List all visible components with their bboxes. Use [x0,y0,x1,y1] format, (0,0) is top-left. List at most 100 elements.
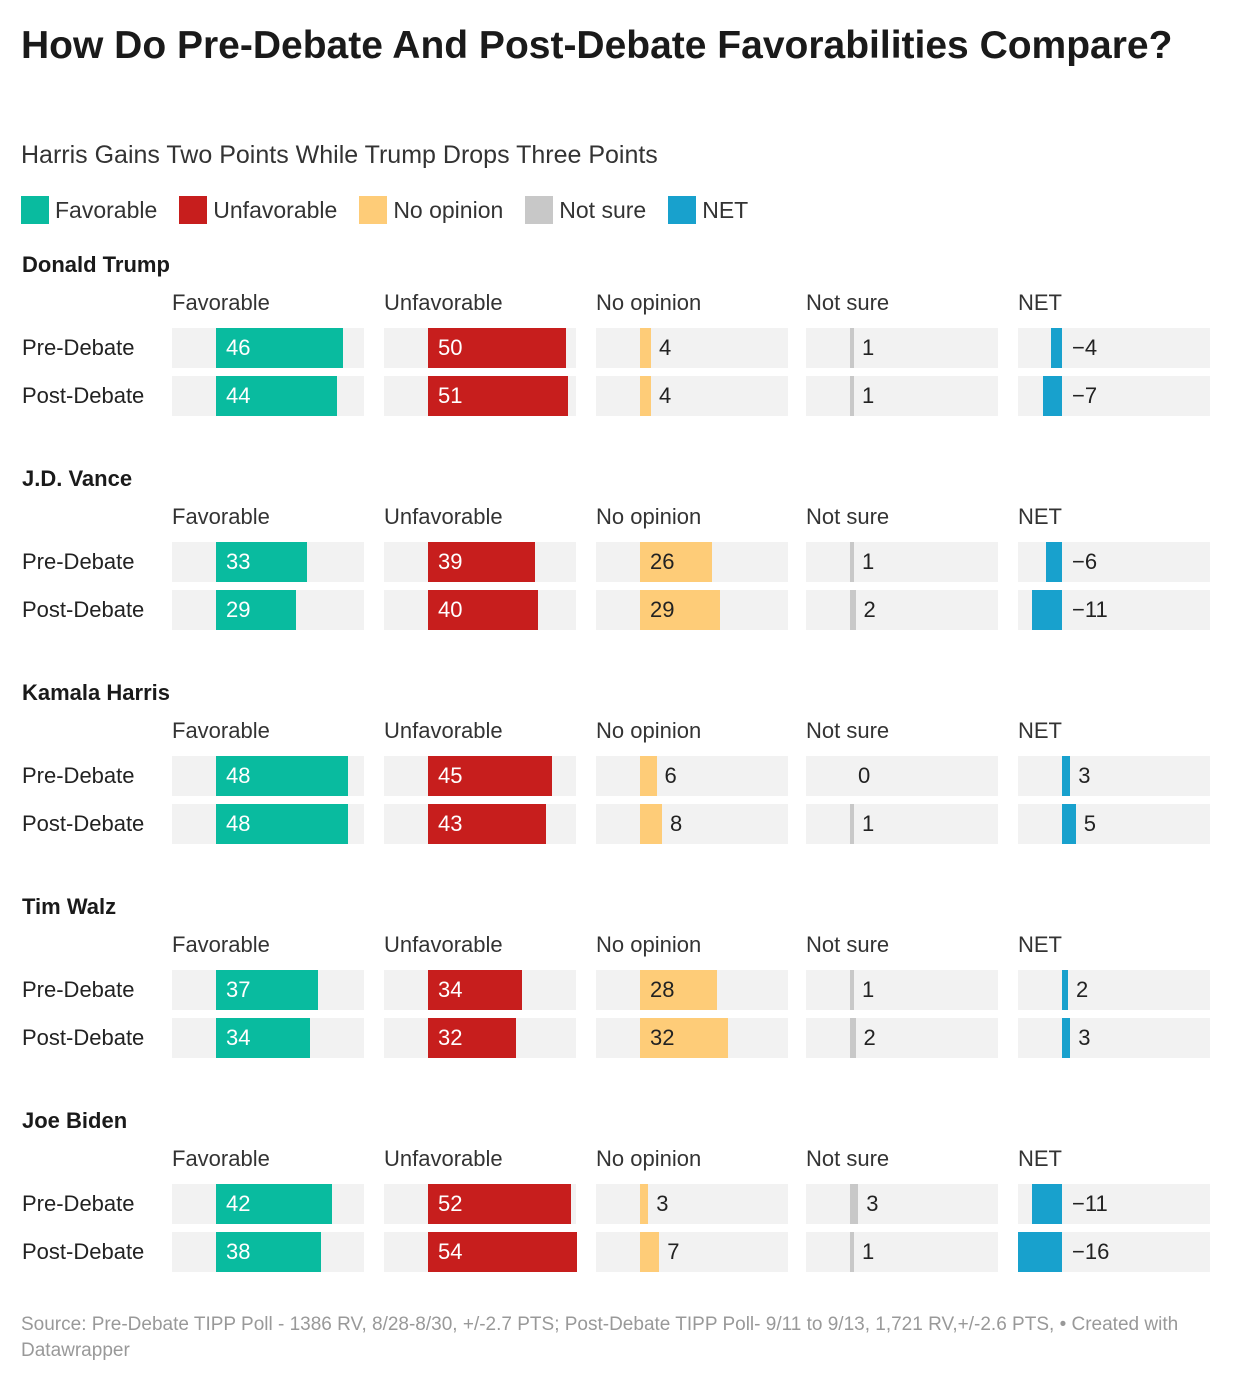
value-label: 2 [863,597,876,622]
bar-cell: 46 [172,328,364,368]
column-header: No opinion [596,932,702,957]
candidate-group: Donald Trump Favorable Unfavorable No opini… [0,252,1240,452]
value-label: −6 [1072,549,1098,574]
bar-cell: 43 [384,804,576,844]
bar-unfavorable [428,1232,577,1272]
legend-item-no-opinion: No opinion [359,196,503,224]
value-label: −4 [1072,335,1098,360]
column-header: NET [1018,504,1062,529]
bar-cell: −7 [1018,376,1210,416]
bar-favorable [216,590,296,630]
bar-favorable [216,970,318,1010]
row-label: Pre-Debate [22,1191,135,1216]
value-label: 7 [667,1239,680,1264]
value-label: 39 [438,549,463,574]
value-label: 1 [862,1239,875,1264]
column-header: Favorable [172,504,270,529]
bar-cell: −11 [1018,590,1210,630]
column-header: NET [1018,290,1062,315]
bar-cell: −4 [1018,328,1210,368]
bar-cell: 44 [172,376,364,416]
column-header: No opinion [596,290,702,315]
bar-not-sure [850,1018,856,1058]
value-label: 37 [226,977,251,1002]
bar-unfavorable [428,970,522,1010]
bar-cell: 2 [806,590,998,630]
column-header: No opinion [596,1146,702,1171]
bar-cell: −6 [1018,542,1210,582]
row-label: Post-Debate [22,1025,145,1050]
bar-cell: 42 [172,1184,364,1224]
bar-cell: 29 [596,590,788,630]
bar-no-opinion [640,1232,660,1272]
candidate-name: Tim Walz [22,894,117,919]
bar-cell: 2 [806,1018,998,1058]
column-header: Not sure [806,932,890,957]
column-header: Unfavorable [384,718,503,743]
bar-cell: 48 [172,756,364,796]
bar-no-opinion [640,590,720,630]
bar-no-opinion [640,1184,649,1224]
bar-net [1062,756,1071,796]
bar-not-sure [850,1184,859,1224]
value-label: 3 [656,1191,669,1216]
bar-unfavorable [428,1018,516,1058]
bar-cell: 1 [806,1232,998,1272]
legend-swatch [359,196,388,224]
bar-net [1062,970,1068,1010]
bar-cell: 48 [172,804,364,844]
column-header: NET [1018,932,1062,957]
bar-cell: 54 [384,1232,577,1272]
value-label: 4 [659,383,672,408]
value-label: 34 [226,1025,251,1050]
candidate-group: J.D. Vance Favorable Unfavorable No opinion… [0,466,1240,666]
value-label: 38 [226,1239,251,1264]
legend-swatch [21,196,49,224]
column-header: No opinion [596,504,702,529]
chart-subtitle: Harris Gains Two Points While Trump Drop… [21,141,658,169]
legend-label: Favorable [55,196,158,223]
bar-unfavorable [428,376,569,416]
row-label: Pre-Debate [22,549,135,574]
row-label: Pre-Debate [22,977,135,1002]
bar-cell: 0 [806,756,998,796]
bar-cell: 4 [596,328,788,368]
bar-net [1031,1184,1062,1224]
chart-body: Donald Trump Favorable Unfavorable No opini… [0,252,1240,1272]
bar-cell: 40 [384,590,576,630]
source-note: Source: Pre-Debate TIPP Poll - 1386 RV, … [21,1314,1179,1361]
bar-net [1062,804,1076,844]
candidate-name: Joe Biden [22,1108,128,1133]
candidate-name: J.D. Vance [22,466,133,491]
candidate-group: Kamala Harris Favorable Unfavorable No opin… [0,680,1240,880]
bar-no-opinion [640,1018,728,1058]
bar-cell: 2 [1018,970,1210,1010]
value-label: −7 [1072,383,1098,408]
bar-cell: 26 [596,542,788,582]
candidate-group: Tim Walz Favorable Unfavorable No opinion No… [0,894,1240,1094]
value-label: 50 [438,335,463,360]
value-label: 32 [438,1025,463,1050]
bar-not-sure [850,328,854,368]
legend-item-net: NET [668,196,748,224]
legend-swatch [525,196,554,224]
bar-not-sure [850,376,854,416]
column-header: Favorable [172,290,270,315]
chart-title: How Do Pre-Debate And Post-Debate Favora… [21,24,1173,67]
legend-label: Not sure [559,196,647,223]
value-label: 32 [650,1025,675,1050]
legend-label: NET [702,196,749,223]
row-label: Post-Debate [22,1239,145,1264]
candidate-group: Joe Biden Favorable Unfavorable No opinion N… [0,1108,1240,1308]
value-label: 3 [1078,763,1091,788]
value-label: 4 [659,335,672,360]
bar-net [1062,1018,1071,1058]
legend-item-not-sure: Not sure [525,196,646,224]
value-label: 42 [226,1191,251,1216]
value-label: 45 [438,763,463,788]
column-header: Unfavorable [384,932,503,957]
bar-cell: 52 [384,1184,576,1224]
value-label: 1 [862,549,875,574]
value-label: 28 [650,977,675,1002]
bar-net [1018,1232,1062,1272]
